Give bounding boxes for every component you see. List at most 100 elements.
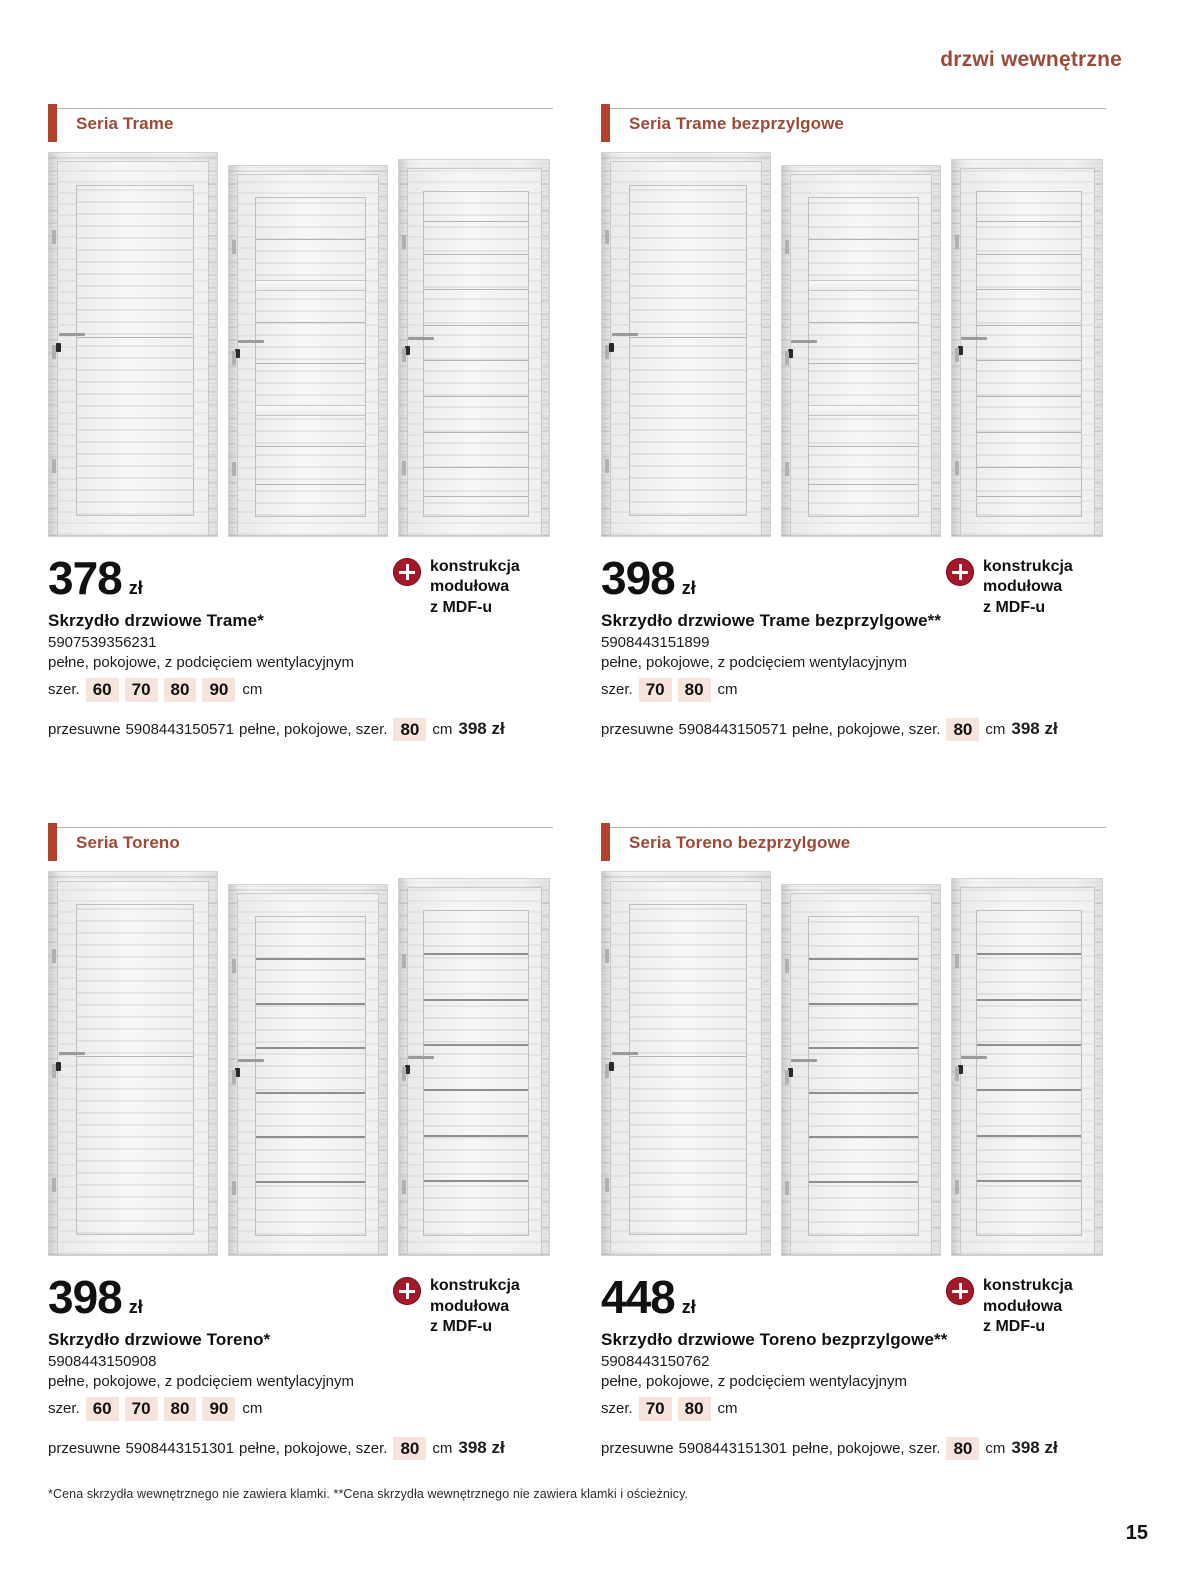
door-thumbnail[interactable] <box>48 871 218 1257</box>
door-image <box>228 165 388 537</box>
badge-line-1: konstrukcja <box>983 558 1073 575</box>
door-handle <box>961 1055 987 1059</box>
size-chip[interactable]: 90 <box>202 678 236 702</box>
door-keyhole <box>235 1068 241 1078</box>
door-thumbnail[interactable] <box>601 871 771 1257</box>
size-chip[interactable]: 80 <box>677 678 711 702</box>
door-leaf <box>629 903 748 1236</box>
door-thumbnail[interactable] <box>398 878 550 1257</box>
door-frame <box>236 893 380 1256</box>
size-chip[interactable]: 70 <box>638 678 672 702</box>
size-label: szer. <box>48 681 80 699</box>
door-slat <box>255 484 365 486</box>
door-image <box>951 878 1103 1257</box>
door-slat <box>424 253 528 255</box>
product-price: 378 <box>48 552 123 604</box>
door-slat <box>808 1091 918 1094</box>
sliding-size-chip[interactable]: 80 <box>946 1436 980 1461</box>
door-hinge <box>402 1179 406 1194</box>
modular-construction-badge: konstrukcja modułowa z MDF-u <box>946 557 1106 618</box>
plus-circle-icon <box>946 558 974 586</box>
sliding-prefix: przesuwne <box>48 720 121 738</box>
door-image <box>398 159 550 537</box>
door-thumbnail[interactable] <box>781 884 941 1257</box>
size-chip[interactable]: 80 <box>163 1397 197 1421</box>
badge-text: konstrukcja modułowa z MDF-u <box>430 557 520 618</box>
size-chip[interactable]: 80 <box>677 1397 711 1421</box>
price-row: 378 zł <box>48 555 553 601</box>
section-rule <box>601 827 1106 829</box>
door-slat <box>808 958 918 961</box>
page-header-title: drzwi wewnętrzne <box>940 48 1122 71</box>
door-leaf <box>976 910 1082 1236</box>
door-hinge <box>785 351 790 365</box>
door-handle <box>59 1052 86 1056</box>
door-slat <box>255 239 365 241</box>
sliding-price: 398 zł <box>1011 719 1058 739</box>
section-accent-bar <box>601 823 610 862</box>
door-slat <box>977 1179 1081 1182</box>
product-block: Seria Trame bezprzylgowe 398 zł Skrzydło dr… <box>601 104 1106 742</box>
door-slat <box>424 289 528 291</box>
size-chip[interactable]: 60 <box>85 1397 119 1421</box>
price-row: 448 zł <box>601 1274 1106 1320</box>
door-slat <box>255 363 365 365</box>
product-description: pełne, pokojowe, z podcięciem wentylacyj… <box>601 654 907 671</box>
price-row: 398 zł <box>48 1274 553 1320</box>
door-slat <box>977 496 1081 498</box>
door-hinge <box>785 462 790 476</box>
sliding-unit: cm <box>985 720 1006 738</box>
door-thumbnail[interactable] <box>228 165 388 537</box>
door-thumbnail[interactable] <box>48 152 218 537</box>
section-title: Seria Trame <box>76 114 174 133</box>
door-hinge <box>955 954 959 969</box>
door-slat <box>808 280 918 292</box>
product-info: 398 zł Skrzydło drzwiowe Trame bezprzylgow… <box>601 555 1106 742</box>
door-frame <box>406 168 542 536</box>
door-image <box>48 871 218 1257</box>
door-thumbnail[interactable] <box>781 165 941 537</box>
size-chip[interactable]: 70 <box>124 678 158 702</box>
section-accent-bar <box>601 104 610 142</box>
sliding-code: 5908443151301 <box>678 1439 787 1457</box>
door-thumbnail[interactable] <box>601 152 771 537</box>
size-unit: cm <box>717 681 738 699</box>
sliding-size-chip[interactable]: 80 <box>393 1436 427 1461</box>
footnote: *Cena skrzydła wewnętrznego nie zawiera … <box>48 1487 689 1501</box>
door-frame <box>57 161 209 536</box>
product-block: Seria Trame 378 zł Skrzydło drzwiowe Trame*… <box>48 104 553 742</box>
section-title: Seria Toreno <box>76 833 180 853</box>
badge-text: konstrukcja modułowa z MDF-u <box>430 1276 520 1337</box>
sliding-size-chip[interactable]: 80 <box>946 717 980 742</box>
size-row: szer. 70 80 cm <box>601 678 1106 702</box>
plus-circle-icon <box>946 1277 974 1306</box>
door-slat <box>255 958 365 961</box>
size-chip[interactable]: 90 <box>202 1397 236 1421</box>
door-slat <box>424 953 528 956</box>
door-frame <box>789 174 933 536</box>
size-chip[interactable]: 70 <box>124 1397 158 1421</box>
door-slat <box>977 1134 1081 1137</box>
door-slat <box>424 496 528 498</box>
door-thumbnail[interactable] <box>398 159 550 537</box>
section-header: Seria Toreno bezprzylgowe <box>601 823 1106 863</box>
door-frame <box>236 174 380 536</box>
door-thumbnail[interactable] <box>951 159 1103 537</box>
door-slat <box>255 1002 365 1005</box>
door-hinge <box>955 1179 959 1194</box>
size-chip[interactable]: 70 <box>638 1397 672 1421</box>
page-header: drzwi wewnętrzne <box>0 48 1200 72</box>
sliding-price: 398 zł <box>458 719 505 739</box>
sliding-variant-row: przesuwne 5908443151301 pełne, pokojowe, s… <box>48 1436 553 1461</box>
sliding-prefix: przesuwne <box>601 720 674 738</box>
sliding-size-chip[interactable]: 80 <box>393 717 427 742</box>
modular-construction-badge: konstrukcja modułowa z MDF-u <box>393 557 553 618</box>
size-unit: cm <box>242 1400 263 1418</box>
section-accent-bar <box>48 104 57 142</box>
size-chip[interactable]: 80 <box>163 678 197 702</box>
size-chip[interactable]: 60 <box>85 678 119 702</box>
door-thumbnail[interactable] <box>228 884 388 1257</box>
plus-circle-icon <box>393 1277 421 1306</box>
door-image <box>601 871 771 1257</box>
door-thumbnail[interactable] <box>951 878 1103 1257</box>
